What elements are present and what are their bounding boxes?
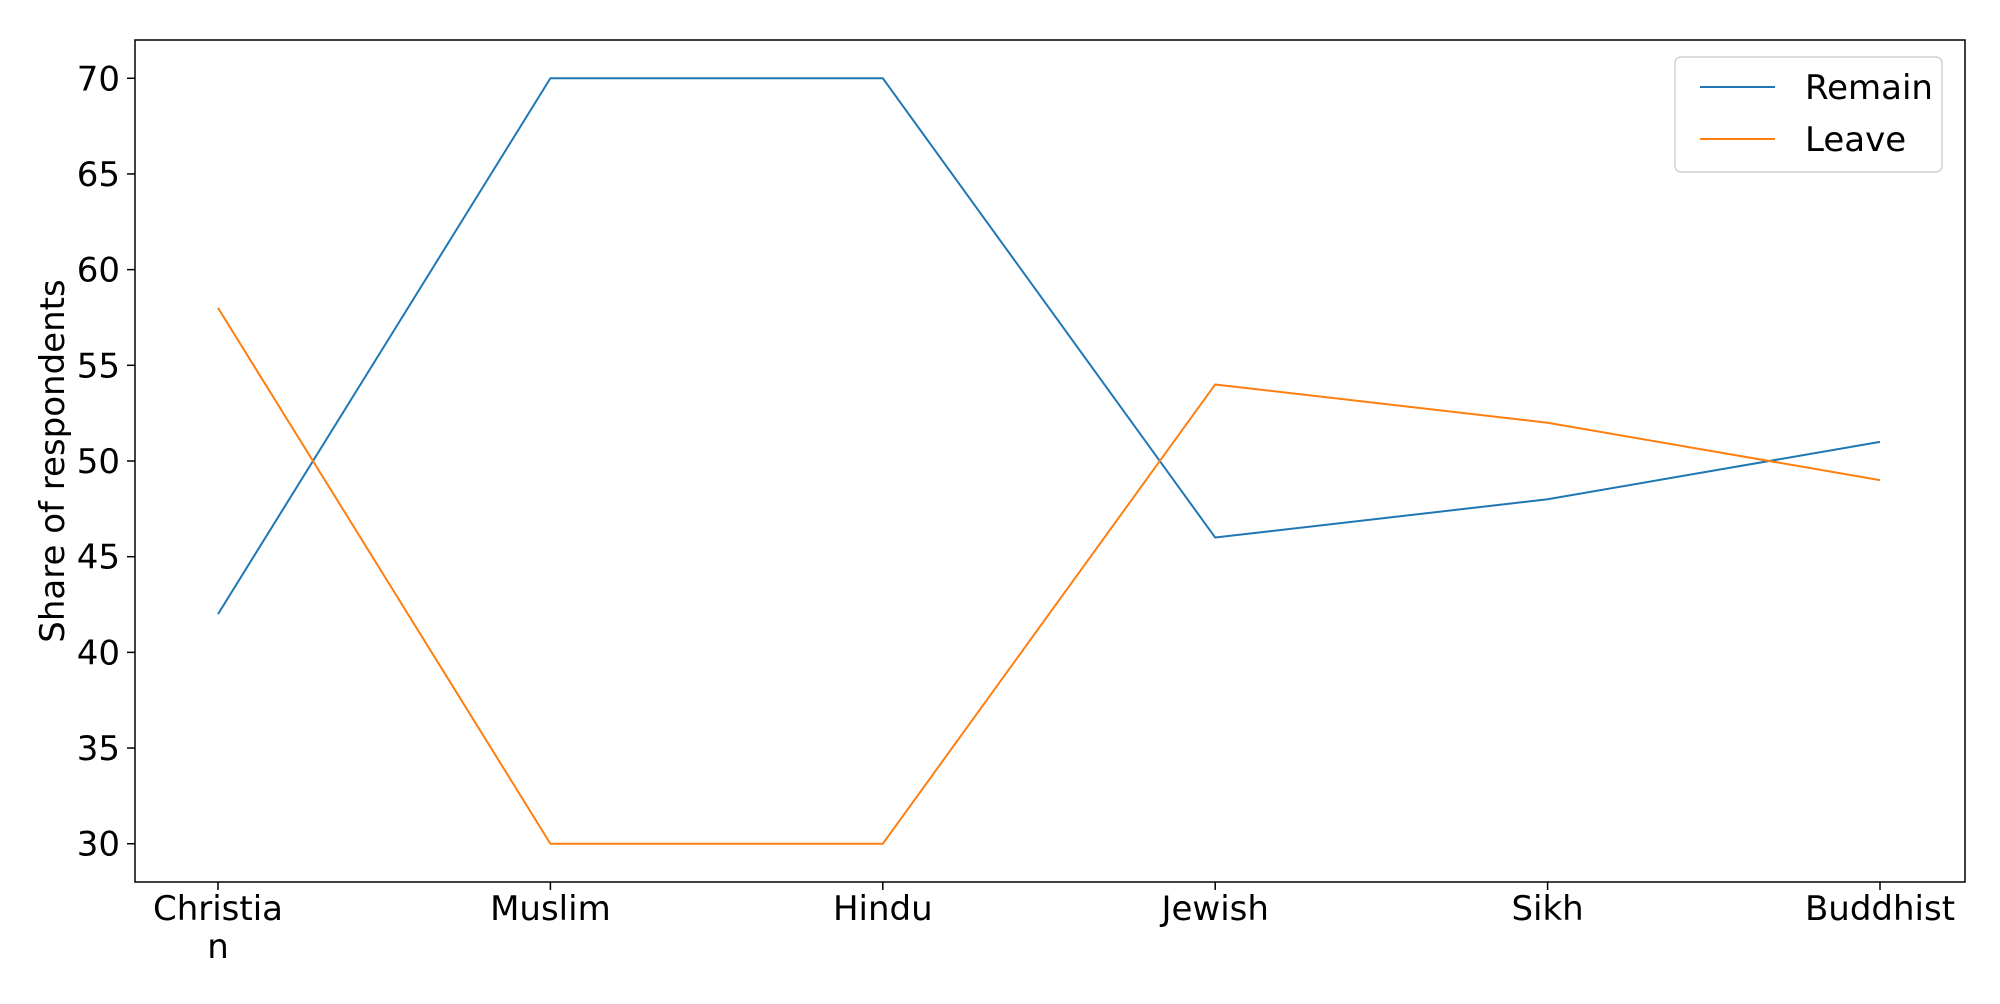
series-line-remain (217, 77, 1881, 615)
y-tick-label: 50 (77, 442, 120, 482)
y-tick-label: 55 (77, 346, 120, 386)
plot-area (134, 39, 1966, 883)
y-tick-label: 70 (77, 59, 120, 99)
legend-label-leave: Leave (1805, 120, 1906, 160)
x-tick-label: Christia (153, 889, 283, 929)
legend: Remain Leave (1674, 56, 1943, 173)
y-axis: 30 35 40 45 50 55 60 65 70 (77, 59, 135, 865)
x-tick-label: Hindu (833, 889, 933, 929)
legend-box (1674, 56, 1943, 173)
y-tick-label: 30 (77, 825, 120, 865)
legend-label-remain: Remain (1805, 68, 1933, 108)
y-axis-label: Share of respondents (33, 279, 73, 642)
x-tick-label: Muslim (490, 889, 611, 929)
y-tick-label: 60 (77, 251, 120, 291)
series-layer (217, 77, 1881, 845)
y-tick-label: 65 (77, 155, 120, 195)
x-tick-label: Jewish (1159, 889, 1268, 929)
y-tick-label: 45 (77, 538, 120, 578)
y-tick-label: 40 (77, 633, 120, 673)
x-tick-label: n (207, 927, 229, 967)
series-line-leave (217, 307, 1881, 845)
x-tick-label: Buddhist (1805, 889, 1955, 929)
x-tick-label: Sikh (1511, 889, 1583, 929)
y-tick-label: 35 (77, 729, 120, 769)
